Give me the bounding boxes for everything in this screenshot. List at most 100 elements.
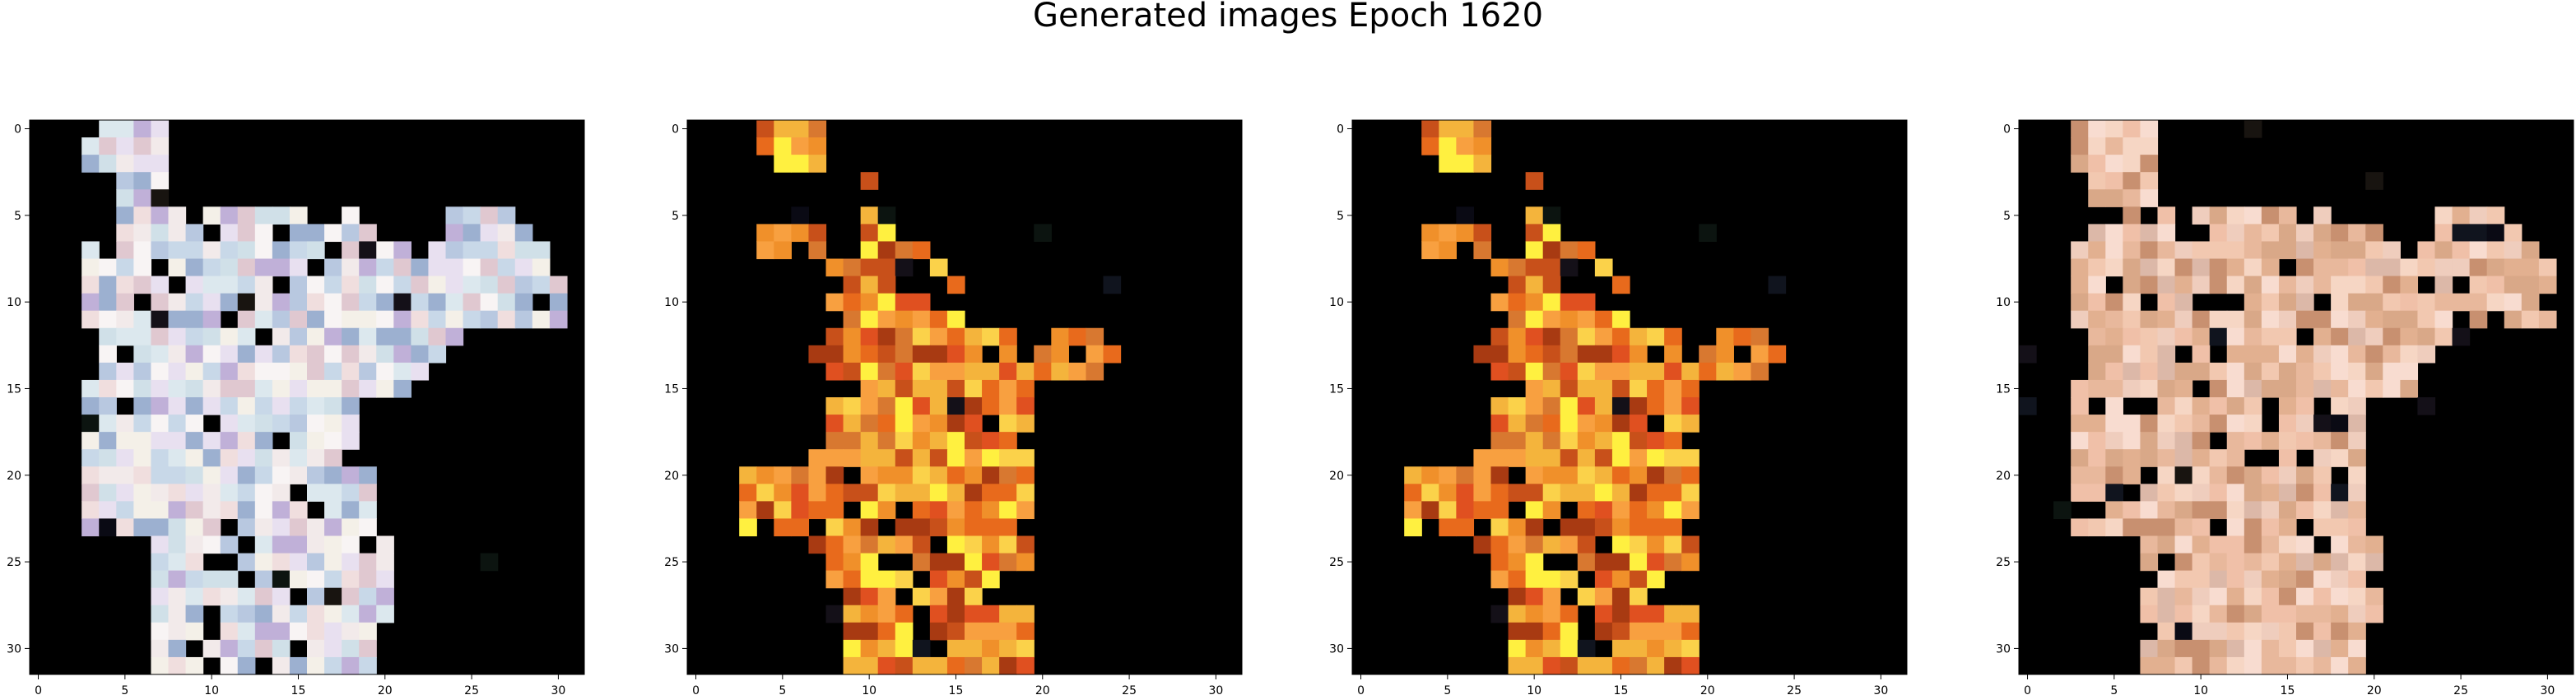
- image-pixel: [2123, 172, 2141, 190]
- image-pixel: [1525, 484, 1544, 502]
- image-pixel: [307, 484, 325, 502]
- image-pixel: [2331, 587, 2349, 606]
- image-pixel: [877, 310, 896, 329]
- image-pixel: [2365, 172, 2383, 190]
- image-pixel: [1733, 362, 1752, 381]
- image-pixel: [99, 449, 117, 467]
- image-pixel: [825, 432, 844, 450]
- image-pixel: [220, 570, 239, 589]
- image-pixel: [1016, 656, 1035, 675]
- image-pixel: [2226, 466, 2245, 484]
- image-pixel: [860, 466, 879, 484]
- image-pixel: [1630, 484, 1648, 502]
- image-pixel: [2278, 587, 2297, 606]
- image-pixel: [133, 415, 152, 433]
- image-pixel: [1473, 466, 1492, 484]
- image-pixel: [999, 501, 1017, 520]
- image-pixel: [220, 397, 239, 415]
- image-pixel: [168, 224, 187, 243]
- image-pixel: [1681, 466, 1700, 484]
- image-panel-2: 0 0 5 5 10 10 15 15 20 20 25 25 30 30: [664, 119, 1243, 695]
- image-pixel: [2365, 535, 2383, 554]
- image-pixel: [1681, 484, 1700, 502]
- image-pixel: [2123, 137, 2141, 155]
- image-pixel: [2174, 310, 2193, 329]
- image-pixel: [2417, 397, 2436, 415]
- image-pixel: [1611, 605, 1630, 623]
- image-pixel: [2244, 622, 2262, 641]
- image-pixel: [324, 327, 342, 346]
- image-pixel: [860, 258, 879, 277]
- image-pixel: [2157, 362, 2176, 381]
- image-pixel: [2157, 639, 2176, 658]
- image-pixel: [2226, 276, 2245, 294]
- image-pixel: [860, 622, 879, 641]
- image-pixel: [497, 224, 516, 243]
- image-pixel: [2209, 258, 2228, 277]
- image-pixel: [860, 484, 879, 502]
- x-tick-label: 10: [204, 684, 219, 695]
- image-pixel: [2331, 639, 2349, 658]
- x-tick-label: 25: [464, 684, 479, 695]
- image-pixel: [2140, 327, 2159, 346]
- image-pixel: [342, 276, 360, 294]
- image-pixel: [168, 415, 187, 433]
- image-pixel: [1611, 415, 1630, 433]
- image-pixel: [1421, 137, 1439, 155]
- image-pixel: [2313, 241, 2332, 260]
- image-pixel: [877, 241, 896, 260]
- image-pixel: [2434, 241, 2453, 260]
- image-pixel: [324, 518, 342, 537]
- image-pixel: [1611, 310, 1630, 329]
- image-pixel: [1490, 415, 1509, 433]
- image-pixel: [428, 258, 447, 277]
- image-pixel: [860, 535, 879, 554]
- image-pixel: [202, 449, 221, 467]
- image-pixel: [1577, 535, 1596, 554]
- image-pixel: [324, 293, 342, 312]
- image-pixel: [2296, 587, 2314, 606]
- image-pixel: [116, 327, 134, 346]
- image-pixel: [2348, 362, 2366, 381]
- image-pixel: [2226, 206, 2245, 225]
- image-pixel: [2088, 310, 2106, 329]
- image-pixel: [2383, 293, 2401, 312]
- image-pixel: [2157, 587, 2176, 606]
- image-pixel: [116, 137, 134, 155]
- image-pixel: [168, 605, 187, 623]
- x-tick-label: 30: [1208, 684, 1223, 695]
- image-pixel: [1016, 605, 1035, 623]
- image-pixel: [2019, 397, 2037, 415]
- image-pixel: [324, 258, 342, 277]
- image-pixel: [1525, 293, 1544, 312]
- image-pixel: [1681, 553, 1700, 572]
- image-pixel: [289, 241, 308, 260]
- image-pixel: [237, 501, 256, 520]
- image-pixel: [254, 276, 273, 294]
- image-pixel: [2261, 241, 2280, 260]
- image-pixel: [2313, 206, 2332, 225]
- image-pixel: [1490, 484, 1509, 502]
- image-pixel: [774, 224, 792, 243]
- image-pixel: [151, 310, 170, 329]
- image-pixel: [324, 397, 342, 415]
- image-pixel: [2331, 432, 2349, 450]
- image-pixel: [411, 258, 430, 277]
- image-pixel: [1456, 137, 1475, 155]
- image-pixel: [393, 258, 412, 277]
- image-pixel: [1630, 327, 1648, 346]
- image-pixel: [877, 327, 896, 346]
- image-pixel: [151, 553, 170, 572]
- image-pixel: [1525, 345, 1544, 364]
- image-pixel: [2157, 415, 2176, 433]
- image-pixel: [202, 535, 221, 554]
- image-pixel: [1560, 449, 1579, 467]
- image-pixel: [99, 466, 117, 484]
- image-pixel: [307, 362, 325, 381]
- image-pixel: [376, 362, 394, 381]
- y-tick-label: 0: [672, 123, 679, 137]
- image-pixel: [791, 120, 810, 138]
- image-pixel: [2244, 206, 2262, 225]
- image-pixel: [2192, 518, 2211, 537]
- image-pixel: [1439, 241, 1457, 260]
